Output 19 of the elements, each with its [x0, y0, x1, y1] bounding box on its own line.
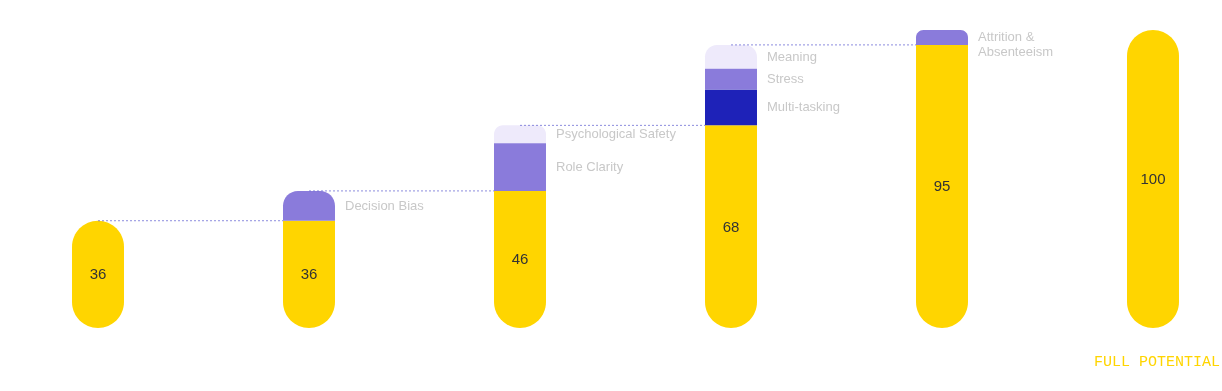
bar — [916, 44, 968, 328]
bar — [494, 125, 546, 144]
bar — [494, 143, 546, 191]
data-label: 68 — [722, 217, 740, 235]
text: FULL POTENTIAL — [1093, 354, 1220, 371]
data-label: 46 — [511, 250, 529, 268]
bar — [494, 190, 546, 328]
bar — [705, 44, 757, 69]
bar — [916, 30, 968, 45]
bar — [283, 220, 335, 328]
bar — [283, 190, 335, 221]
data-label: 36 — [89, 265, 107, 283]
bar — [1127, 30, 1179, 328]
data-label: 36 — [300, 265, 318, 283]
data-label: 95 — [933, 177, 951, 195]
bar — [705, 89, 757, 126]
data-label: 100 — [1140, 170, 1166, 187]
bar — [705, 125, 757, 328]
bar — [705, 68, 757, 90]
